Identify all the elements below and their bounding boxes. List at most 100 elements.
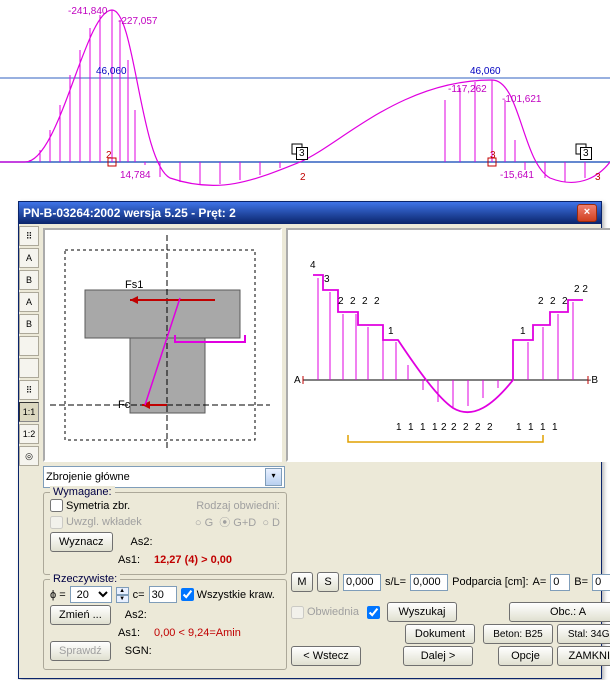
search-button[interactable]: Wyszukaj xyxy=(387,602,457,622)
sgn-label: SGN: xyxy=(125,645,152,657)
dialog-window: PN-B-03264:2002 wersja 5.25 - Pręt: 2 × … xyxy=(18,201,602,679)
val2-input[interactable] xyxy=(410,574,448,591)
b-input[interactable] xyxy=(592,574,610,591)
svg-text:1: 1 xyxy=(528,422,534,433)
toolbar-button-4[interactable]: B xyxy=(19,314,39,334)
svg-text:2: 2 xyxy=(487,422,493,433)
svg-text:-B: -B xyxy=(588,375,598,386)
diagram-label: 46,060 xyxy=(470,66,501,77)
diagram-label: -101,621 xyxy=(502,94,541,105)
dropdown-value: Zbrojenie główne xyxy=(46,471,265,483)
left-toolbar: ⠿ABAB⠿1:11:2◎ xyxy=(19,224,39,678)
chevron-down-icon: ▾ xyxy=(265,468,282,486)
phi-spinner[interactable]: ▲▼ xyxy=(116,587,129,603)
options-button[interactable]: Opcje xyxy=(498,646,553,666)
diagram-label: -241,840 xyxy=(68,6,107,17)
m-button[interactable]: M xyxy=(291,572,313,592)
check-button: Sprawdź xyxy=(50,641,111,661)
actual-as2-label: As2: xyxy=(125,609,147,621)
toolbar-button-10[interactable]: ◎ xyxy=(19,446,39,466)
svg-text:1: 1 xyxy=(408,422,414,433)
actual-as1-label: As1: xyxy=(118,627,140,639)
svg-text:3: 3 xyxy=(324,274,330,285)
diagram-label: -15,641 xyxy=(500,170,534,181)
required-group: Wymagane: Symetria zbr. Rodzaj obwiedni:… xyxy=(43,492,287,575)
svg-text:1: 1 xyxy=(432,422,438,433)
toolbar-button-8[interactable]: 1:1 xyxy=(19,402,39,422)
required-legend: Wymagane: xyxy=(50,486,115,498)
envelope-type-label: Rodzaj obwiedni: xyxy=(196,500,280,512)
svg-text:1: 1 xyxy=(520,326,526,337)
c-label: c= xyxy=(133,589,145,601)
svg-text:2: 2 xyxy=(550,296,556,307)
all-edges-checkbox[interactable]: Wszystkie kraw. xyxy=(181,588,275,601)
svg-text:2: 2 xyxy=(463,422,469,433)
close-button[interactable]: ZAMKNIJ xyxy=(557,646,610,666)
svg-text:Fs1: Fs1 xyxy=(125,279,143,291)
val1-input[interactable] xyxy=(343,574,381,591)
svg-text:1: 1 xyxy=(388,326,394,337)
svg-text:2 2: 2 2 xyxy=(574,284,588,295)
next-button[interactable]: Dalej > xyxy=(403,646,473,666)
concrete-button[interactable]: Beton: B25 xyxy=(483,624,553,644)
load-button[interactable]: Obc.: A xyxy=(509,602,610,622)
inserts-checkbox: Uwzgl. wkładek xyxy=(50,516,142,529)
svg-text:2: 2 xyxy=(362,296,368,307)
svg-text:2: 2 xyxy=(350,296,356,307)
diagram-label: 2 xyxy=(106,150,112,161)
cross-section-panel: Fs1 Fc xyxy=(43,228,282,462)
s-button[interactable]: S xyxy=(317,572,339,592)
svg-text:1: 1 xyxy=(420,422,426,433)
diagram-label: 3 xyxy=(580,148,592,159)
calculate-button[interactable]: Wyznacz xyxy=(50,532,113,552)
svg-text:2: 2 xyxy=(441,422,447,433)
diagram-label: 3 xyxy=(595,172,601,183)
as1-label: As1: xyxy=(118,554,140,566)
actual-group: Rzeczywiste: ϕ = 20 ▲▼ c= Wszystkie kraw… xyxy=(43,579,287,670)
symmetry-checkbox[interactable]: Symetria zbr. xyxy=(50,499,130,512)
sl-label: s/L= xyxy=(385,576,406,588)
reinforcement-chart-panel: A -B xyxy=(286,228,610,462)
a-input[interactable] xyxy=(550,574,570,591)
toolbar-button-2[interactable]: B xyxy=(19,270,39,290)
diagram-label: -117,262 xyxy=(448,84,487,95)
svg-text:A: A xyxy=(294,375,301,386)
svg-text:2: 2 xyxy=(374,296,380,307)
as1-value: 12,27 (4) > 0,00 xyxy=(154,554,232,566)
diagram-label: 46,060 xyxy=(96,66,127,77)
actual-legend: Rzeczywiste: xyxy=(50,573,120,585)
toolbar-button-1[interactable]: A xyxy=(19,248,39,268)
svg-text:1: 1 xyxy=(516,422,522,433)
phi-select[interactable]: 20 xyxy=(70,586,112,603)
svg-text:1: 1 xyxy=(396,422,402,433)
title-text: PN-B-03264:2002 wersja 5.25 - Pręt: 2 xyxy=(23,206,236,220)
toolbar-button-0[interactable]: ⠿ xyxy=(19,226,39,246)
diagram-label: 3 xyxy=(296,148,308,159)
c-input[interactable] xyxy=(149,586,177,603)
moment-diagram: -241,840 -227,057 46,060 46,060 -117,262 -101… xyxy=(0,0,610,200)
envelope-radios: ○ G ⦿ G+D ○ D xyxy=(195,514,280,530)
svg-text:Fc: Fc xyxy=(118,399,131,411)
steel-button[interactable]: Stal: 34GS xyxy=(557,624,610,644)
change-button[interactable]: Zmień ... xyxy=(50,605,111,625)
toolbar-button-5[interactable] xyxy=(19,336,39,356)
support-label: Podparcia [cm]: xyxy=(452,576,528,588)
diagram-label: 14,784 xyxy=(120,170,151,181)
envelope-checkbox-disabled: Obwiednia xyxy=(291,606,359,619)
titlebar[interactable]: PN-B-03264:2002 wersja 5.25 - Pręt: 2 × xyxy=(19,202,601,224)
reinforcement-type-dropdown[interactable]: Zbrojenie główne ▾ xyxy=(43,466,285,488)
svg-text:2: 2 xyxy=(562,296,568,307)
document-button[interactable]: Dokument xyxy=(405,624,475,644)
actual-as1-value: 0,00 < 9,24=Amin xyxy=(154,627,241,639)
toolbar-button-6[interactable] xyxy=(19,358,39,378)
svg-text:2: 2 xyxy=(451,422,457,433)
toolbar-button-3[interactable]: A xyxy=(19,292,39,312)
b-label: B= xyxy=(574,576,588,588)
envelope-checkbox[interactable] xyxy=(367,606,380,619)
diagram-label: -227,057 xyxy=(118,16,157,27)
toolbar-button-9[interactable]: 1:2 xyxy=(19,424,39,444)
back-button[interactable]: < Wstecz xyxy=(291,646,361,666)
a-label: A= xyxy=(533,576,547,588)
toolbar-button-7[interactable]: ⠿ xyxy=(19,380,39,400)
close-icon[interactable]: × xyxy=(577,204,597,222)
